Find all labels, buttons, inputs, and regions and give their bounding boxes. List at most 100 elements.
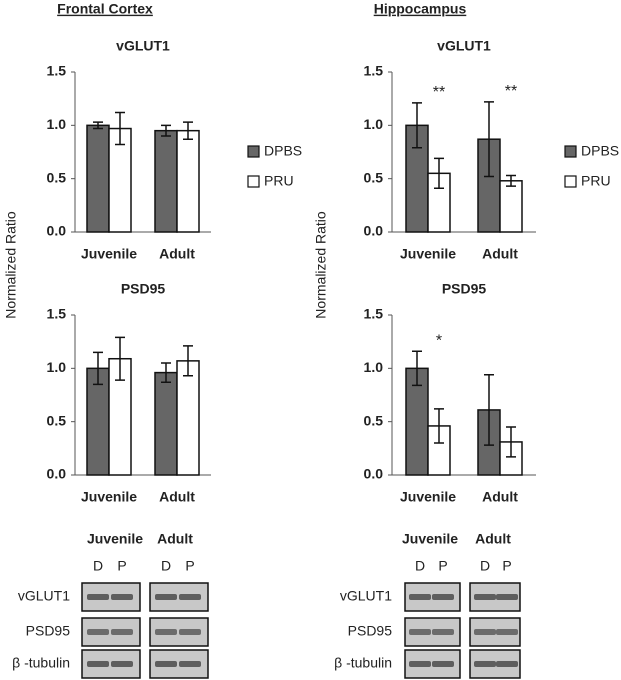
- blot-band: [87, 629, 109, 635]
- section-title: Hippocampus: [374, 1, 467, 17]
- lane-label: D: [415, 558, 425, 574]
- blot-band: [87, 594, 109, 600]
- legend-swatch: [247, 145, 260, 158]
- bar: [176, 360, 200, 476]
- blot-band: [496, 629, 518, 635]
- legend-label: PRU: [581, 173, 611, 189]
- y-tick-label: 0.0: [47, 223, 67, 239]
- x-tick-label: Juvenile: [400, 246, 456, 262]
- x-tick-label: Adult: [482, 246, 518, 262]
- significance: **: [433, 84, 445, 101]
- error-bar: [115, 336, 125, 381]
- y-tick-label: 1.5: [364, 63, 384, 79]
- bar: [86, 124, 110, 233]
- blot-band: [179, 594, 201, 600]
- blot-band: [432, 594, 454, 600]
- error-bar: [506, 426, 516, 458]
- bar: [154, 371, 178, 476]
- blot-group-label: Adult: [475, 531, 511, 547]
- y-tick-label: 0.5: [47, 412, 67, 428]
- y-tick-label: 1.5: [47, 63, 67, 79]
- error-bar: [484, 101, 494, 178]
- x-tick-label: Juvenile: [81, 489, 137, 505]
- y-tick-label: 1.0: [47, 359, 67, 375]
- y-tick-label: 0.5: [364, 169, 384, 185]
- blot-band: [409, 629, 431, 635]
- chart-title: vGLUT1: [116, 38, 170, 54]
- x-tick-label: Juvenile: [81, 246, 137, 262]
- blot-band: [179, 629, 201, 635]
- lane-label: D: [161, 558, 171, 574]
- error-bar: [506, 174, 516, 187]
- x-tick-label: Juvenile: [400, 489, 456, 505]
- blot-row-label: vGLUT1: [18, 588, 70, 604]
- y-tick-label: 1.0: [47, 116, 67, 132]
- x-tick-label: Adult: [482, 489, 518, 505]
- x-tick-label: Adult: [159, 246, 195, 262]
- error-bar: [161, 362, 171, 383]
- y-tick-label: 0.0: [364, 223, 384, 239]
- blot-band: [474, 629, 496, 635]
- chart-title: PSD95: [442, 281, 487, 297]
- blot-group-label: Juvenile: [87, 531, 143, 547]
- y-tick-label: 1.0: [364, 359, 384, 375]
- significance: **: [505, 83, 517, 100]
- bar: [176, 129, 200, 233]
- lane-label: P: [502, 558, 511, 574]
- blot-band: [409, 594, 431, 600]
- blot-row-label: β -tubulin: [334, 655, 392, 671]
- chart-title: PSD95: [121, 281, 166, 297]
- y-tick-label: 1.0: [364, 116, 384, 132]
- legend-swatch: [564, 175, 577, 188]
- blot-band: [111, 629, 133, 635]
- blot-band: [155, 594, 177, 600]
- blot-band: [87, 661, 109, 667]
- chart-title: vGLUT1: [437, 38, 491, 54]
- error-bar: [93, 121, 103, 130]
- error-bar: [161, 124, 171, 137]
- error-bar: [183, 121, 193, 140]
- error-bar: [115, 111, 125, 146]
- error-bar: [434, 408, 444, 444]
- blot-band: [179, 661, 201, 667]
- blot-band: [432, 629, 454, 635]
- error-bar: [434, 157, 444, 190]
- section-title: Frontal Cortex: [57, 1, 153, 17]
- blot-band: [155, 661, 177, 667]
- blot-band: [474, 661, 496, 667]
- error-bar: [183, 345, 193, 377]
- y-axis-label: Normalized Ratio: [313, 211, 329, 319]
- legend-label: DPBS: [581, 143, 619, 159]
- blot-band: [432, 661, 454, 667]
- error-bar: [93, 351, 103, 386]
- blot-row-label: PSD95: [348, 623, 393, 639]
- y-tick-label: 0.5: [364, 412, 384, 428]
- blot-band: [111, 661, 133, 667]
- blot-row-label: PSD95: [26, 623, 71, 639]
- legend-label: DPBS: [264, 143, 302, 159]
- error-bar: [484, 373, 494, 446]
- bar: [154, 129, 178, 233]
- blot-band: [496, 661, 518, 667]
- blot-group-label: Adult: [157, 531, 193, 547]
- blot-band: [474, 594, 496, 600]
- y-tick-label: 0.0: [364, 466, 384, 482]
- lane-label: P: [185, 558, 194, 574]
- error-bar: [412, 350, 422, 387]
- y-axis-label: Normalized Ratio: [3, 211, 19, 319]
- y-tick-label: 1.5: [47, 306, 67, 322]
- legend-swatch: [247, 175, 260, 188]
- y-tick-label: 0.5: [47, 169, 67, 185]
- lane-label: P: [117, 558, 126, 574]
- blot-band: [409, 661, 431, 667]
- lane-label: P: [438, 558, 447, 574]
- lane-label: D: [480, 558, 490, 574]
- lane-label: D: [93, 558, 103, 574]
- blot-band: [111, 594, 133, 600]
- blot-band: [155, 629, 177, 635]
- legend-swatch: [564, 145, 577, 158]
- significance: *: [436, 332, 442, 349]
- blot-group-label: Juvenile: [402, 531, 458, 547]
- blot-band: [496, 594, 518, 600]
